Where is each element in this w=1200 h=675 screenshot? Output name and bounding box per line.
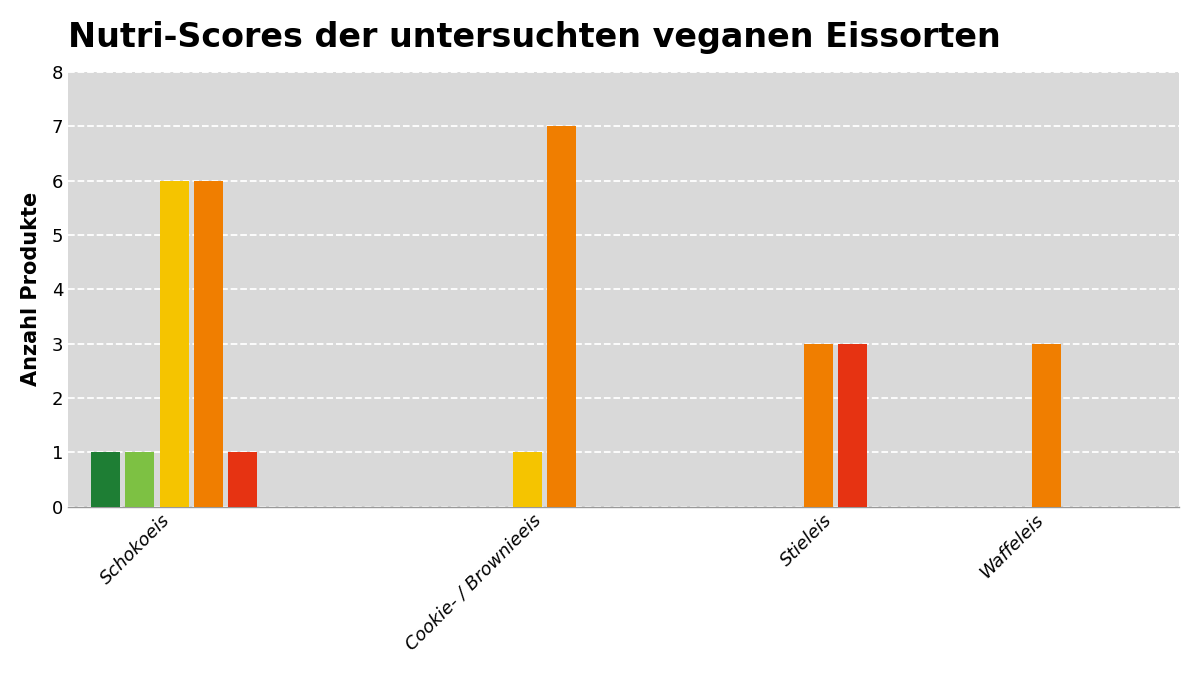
Bar [1032, 344, 1062, 507]
Bar [194, 180, 223, 507]
Bar [547, 126, 576, 507]
Text: Nutri-Scores der untersuchten veganen Eissorten: Nutri-Scores der untersuchten veganen Ei… [68, 21, 1001, 54]
Bar [91, 452, 120, 507]
Bar [125, 452, 155, 507]
Bar [228, 452, 258, 507]
Bar [512, 452, 541, 507]
Bar [160, 180, 188, 507]
Bar [804, 344, 833, 507]
Bar [838, 344, 868, 507]
Y-axis label: Anzahl Produkte: Anzahl Produkte [20, 192, 41, 386]
